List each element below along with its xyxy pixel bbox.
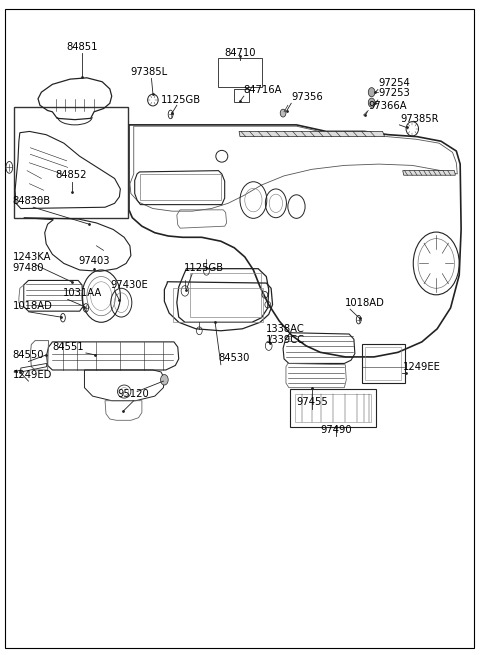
Text: 97480: 97480 [12, 263, 44, 272]
Text: 1018AD: 1018AD [345, 298, 385, 308]
Text: 97253: 97253 [379, 88, 410, 98]
Text: 1031AA: 1031AA [63, 288, 102, 298]
Text: 84830B: 84830B [12, 196, 51, 206]
Bar [190, 272, 261, 317]
Text: 84550: 84550 [12, 350, 44, 360]
Text: 84710: 84710 [224, 48, 256, 58]
Polygon shape [403, 171, 456, 175]
Text: 97490: 97490 [320, 424, 351, 435]
Text: 97455: 97455 [296, 397, 328, 407]
Text: 84852: 84852 [56, 170, 87, 179]
Text: 1125GB: 1125GB [183, 263, 224, 272]
Polygon shape [239, 132, 384, 137]
Text: 84851: 84851 [66, 42, 98, 52]
Text: 97385R: 97385R [400, 113, 439, 124]
Text: 84530: 84530 [218, 354, 249, 364]
Text: 84551: 84551 [52, 342, 84, 352]
Text: 97403: 97403 [78, 256, 110, 266]
Circle shape [160, 375, 168, 385]
Text: 1125GB: 1125GB [161, 95, 201, 105]
Text: 1249EE: 1249EE [403, 362, 441, 372]
Text: 1249ED: 1249ED [12, 370, 52, 380]
Text: 84716A: 84716A [244, 85, 282, 96]
Bar [295, 394, 371, 422]
Text: 97430E: 97430E [111, 280, 148, 290]
Text: 97356: 97356 [291, 92, 323, 102]
Bar [173, 288, 263, 322]
Text: 97385L: 97385L [131, 67, 168, 77]
Bar [234, 89, 249, 102]
Text: 1243KA: 1243KA [12, 252, 51, 262]
Circle shape [280, 109, 286, 117]
Circle shape [368, 98, 375, 107]
Text: 1018AD: 1018AD [12, 301, 52, 310]
Bar [141, 174, 221, 200]
Text: 1338AC: 1338AC [266, 324, 305, 334]
Text: 1339CC: 1339CC [266, 335, 305, 345]
Bar [218, 58, 262, 87]
Circle shape [368, 88, 375, 97]
Bar [365, 347, 401, 380]
Text: 97254: 97254 [379, 78, 410, 88]
Bar [14, 107, 128, 217]
Bar [290, 389, 376, 427]
Text: 95120: 95120 [118, 389, 150, 400]
Bar [362, 344, 405, 383]
Text: 97366A: 97366A [368, 100, 407, 111]
